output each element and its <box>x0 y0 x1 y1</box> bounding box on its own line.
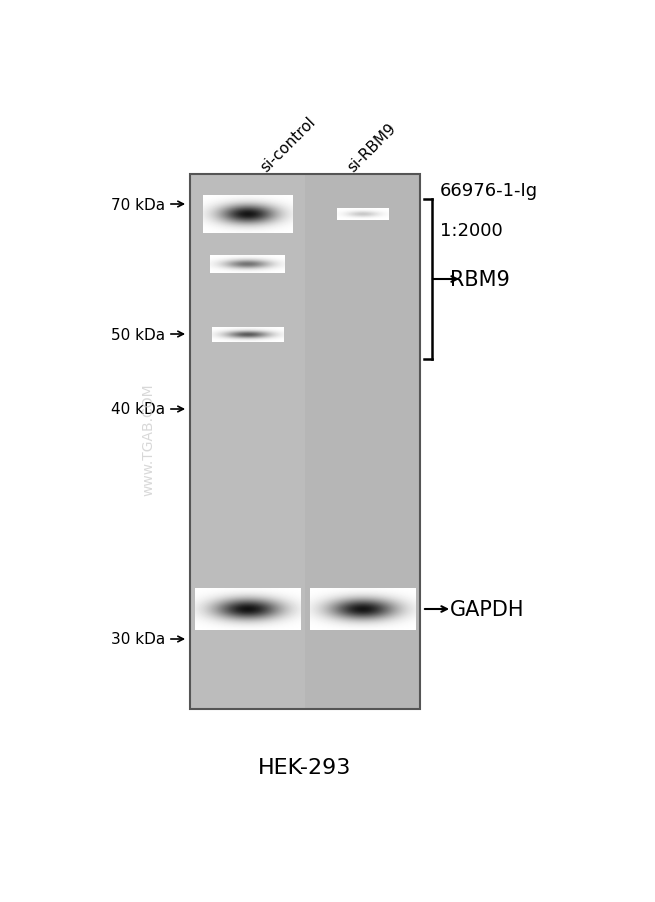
Text: RBM9: RBM9 <box>450 270 510 290</box>
Text: 1:2000: 1:2000 <box>440 222 503 240</box>
Text: HEK-293: HEK-293 <box>258 757 352 778</box>
Text: si-RBM9: si-RBM9 <box>345 121 399 175</box>
Bar <box>305 175 420 709</box>
Bar <box>190 175 420 709</box>
Text: www.TGAB.COM: www.TGAB.COM <box>141 383 155 496</box>
Text: 30 kDa: 30 kDa <box>111 631 165 647</box>
Bar <box>190 175 305 709</box>
Text: si-control: si-control <box>257 115 318 175</box>
Text: 40 kDa: 40 kDa <box>111 402 165 417</box>
Text: 70 kDa: 70 kDa <box>111 198 165 212</box>
Text: 50 kDa: 50 kDa <box>111 327 165 342</box>
Text: GAPDH: GAPDH <box>450 599 525 620</box>
Bar <box>190 175 420 709</box>
Text: 66976-1-Ig: 66976-1-Ig <box>440 182 538 199</box>
